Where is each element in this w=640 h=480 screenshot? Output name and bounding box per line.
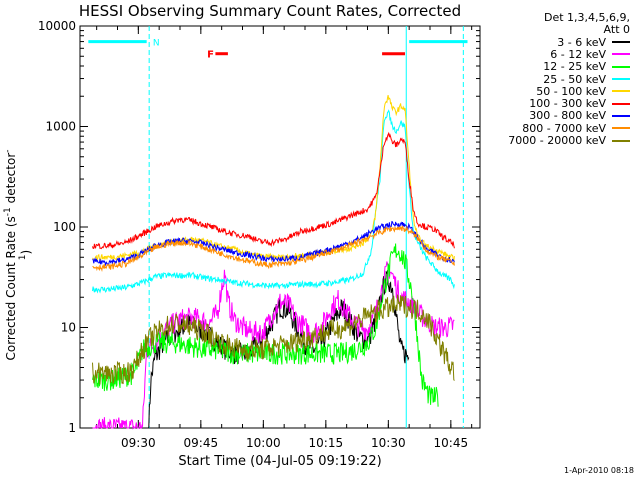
legend-item: 100 - 300 keV <box>486 97 636 111</box>
legend: Det 1,3,4,5,6,9, Att 0 3 - 6 keV 6 - 12 k… <box>486 12 636 147</box>
legend-item: 25 - 50 keV <box>486 72 636 86</box>
series-line-8 <box>92 225 455 272</box>
legend-item: 50 - 100 keV <box>486 84 636 98</box>
series-line-2 <box>92 261 455 430</box>
series-line-3 <box>92 243 439 407</box>
x-tick-label: 10:00 <box>246 436 281 450</box>
x-tick-label: 10:45 <box>434 436 469 450</box>
series-line-5 <box>92 94 455 262</box>
legend-item: 3 - 6 keV <box>486 35 636 49</box>
legend-swatch <box>612 102 630 105</box>
legend-label: 50 - 100 keV <box>536 84 606 98</box>
legend-swatch <box>612 90 630 93</box>
legend-label: 12 - 25 keV <box>543 60 606 74</box>
y-axis-label-mid: detector <box>4 152 18 208</box>
legend-swatch <box>612 78 630 81</box>
flare-flag-label: F <box>207 50 214 61</box>
night-flag-label: N <box>153 39 160 49</box>
legend-label: 800 - 7000 keV <box>522 121 606 135</box>
legend-swatch <box>612 139 630 142</box>
legend-item: 7000 - 20000 keV <box>486 134 636 148</box>
series-line-9 <box>92 294 455 385</box>
legend-label: 100 - 300 keV <box>529 97 606 111</box>
legend-label: 25 - 50 keV <box>543 72 606 86</box>
legend-item: 6 - 12 keV <box>486 47 636 61</box>
x-axis-label: Start Time (04-Jul-05 09:19:22) <box>178 454 382 469</box>
y-axis-label-main: Corrected Count Rate (s <box>4 216 18 361</box>
chart-title: HESSI Observing Summary Count Rates, Cor… <box>78 2 462 20</box>
series-line-6 <box>92 131 455 250</box>
y-tick-label: 1 <box>68 421 76 435</box>
x-tick-label: 09:45 <box>184 436 219 450</box>
timestamp: 1-Apr-2010 08:18 <box>564 466 634 475</box>
legend-label: 3 - 6 keV <box>557 35 606 49</box>
x-tick-label: 10:30 <box>371 436 406 450</box>
legend-item: 300 - 800 keV <box>486 109 636 123</box>
legend-swatch <box>612 41 630 44</box>
y-tick-label: 10000 <box>38 19 76 33</box>
legend-swatch <box>612 127 630 130</box>
y-tick-label: 10 <box>61 321 76 335</box>
y-axis-label: Corrected Count Rate (s-1 detector-1) <box>3 145 33 365</box>
x-tick-label: 09:30 <box>121 436 156 450</box>
legend-item: 800 - 7000 keV <box>486 121 636 135</box>
y-tick-label: 100 <box>53 220 76 234</box>
series-line-4 <box>92 109 455 294</box>
legend-header-2: Att 0 <box>603 23 630 36</box>
y-axis-label-end: ) <box>19 249 33 255</box>
legend-label: 300 - 800 keV <box>529 109 606 123</box>
legend-swatch <box>612 53 630 56</box>
y-tick-label: 1000 <box>45 120 76 134</box>
legend-label: 6 - 12 keV <box>550 47 606 61</box>
legend-label: 7000 - 20000 keV <box>508 134 606 148</box>
legend-item: 12 - 25 keV <box>486 60 636 74</box>
legend-swatch <box>612 114 630 117</box>
y-axis-label-sup1: -1 <box>3 207 13 217</box>
x-tick-label: 10:15 <box>309 436 344 450</box>
legend-header-1: Det 1,3,4,5,6,9, <box>543 11 630 24</box>
legend-swatch <box>612 65 630 68</box>
